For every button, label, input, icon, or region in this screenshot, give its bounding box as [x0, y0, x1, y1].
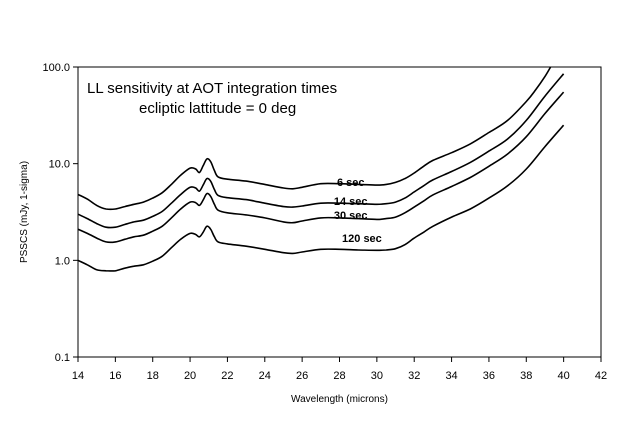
- series-lines: [77, 66, 565, 272]
- series-line-30-sec: [77, 91, 565, 244]
- x-axis-title: Wavelength (microns): [291, 394, 388, 405]
- x-tick-label: 28: [333, 370, 345, 382]
- series-label-6-sec: 6 sec: [337, 177, 365, 189]
- x-tick-label: 38: [520, 370, 532, 382]
- x-axis-ticks: 14 16 18 20 22 24 26 28 30 32 34 36 38 40 42: [72, 357, 607, 382]
- series-label-14-sec: 14 sec: [334, 196, 368, 208]
- x-tick-label: 34: [445, 370, 457, 382]
- y-tick-label: 0.1: [55, 352, 70, 364]
- x-tick-label: 36: [483, 370, 495, 382]
- x-tick-label: 42: [595, 370, 607, 382]
- series-line-14-sec: [77, 73, 565, 229]
- x-tick-label: 14: [72, 370, 84, 382]
- x-tick-label: 20: [184, 370, 196, 382]
- x-tick-label: 18: [147, 370, 159, 382]
- x-tick-label: 24: [259, 370, 271, 382]
- y-tick-label: 100.0: [42, 62, 70, 74]
- x-tick-label: 22: [221, 370, 233, 382]
- y-tick-label: 10.0: [49, 159, 70, 171]
- y-axis-title: PSSCS (mJy, 1-sigma): [19, 161, 30, 263]
- x-tick-label: 40: [558, 370, 570, 382]
- chart-title-line-1: LL sensitivity at AOT integration times: [87, 80, 337, 97]
- x-tick-label: 30: [371, 370, 383, 382]
- series-line-120-sec: [77, 124, 565, 272]
- chart-title-line-2: ecliptic lattitude = 0 deg: [139, 100, 296, 117]
- series-labels: 6 sec 14 sec 30 sec 120 sec: [334, 177, 382, 245]
- series-line-6-sec: [77, 66, 552, 211]
- series-label-30-sec: 30 sec: [334, 210, 368, 222]
- x-tick-label: 32: [408, 370, 420, 382]
- series-label-120-sec: 120 sec: [342, 233, 382, 245]
- x-tick-label: 16: [109, 370, 121, 382]
- y-axis-ticks: 0.1 1.0 10.0 100.0: [42, 62, 78, 364]
- x-tick-label: 26: [296, 370, 308, 382]
- y-tick-label: 1.0: [55, 255, 70, 267]
